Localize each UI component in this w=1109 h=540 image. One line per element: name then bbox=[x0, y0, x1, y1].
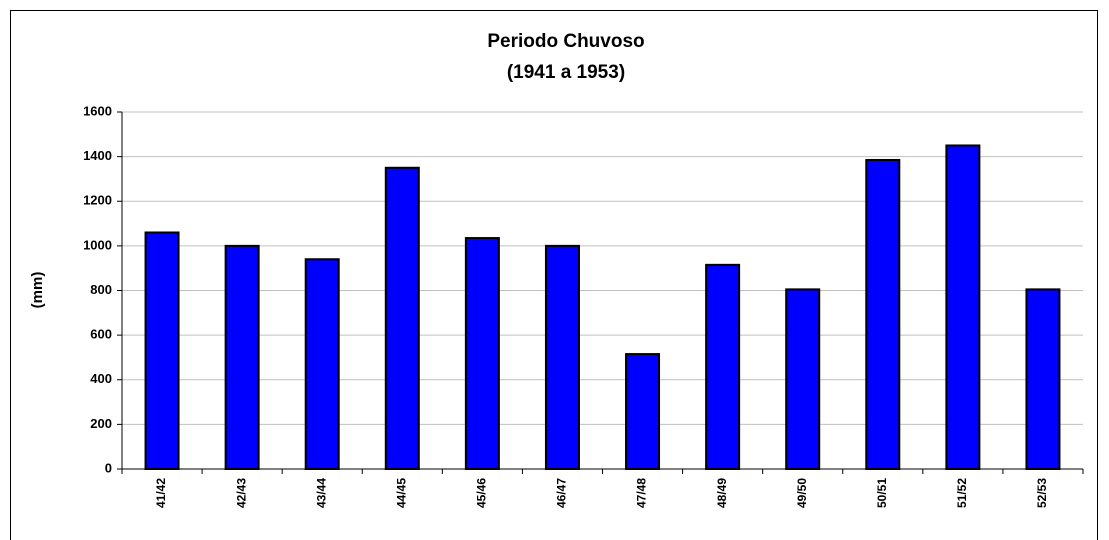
bar bbox=[1025, 288, 1061, 470]
chart-subtitle: (1941 a 1953) bbox=[507, 62, 625, 83]
x-tick-label: 50/51 bbox=[875, 478, 889, 508]
bar bbox=[224, 244, 260, 470]
chart-frame bbox=[10, 10, 1098, 540]
y-tick-label: 200 bbox=[90, 416, 112, 431]
bar bbox=[464, 237, 500, 470]
y-tick-label: 1200 bbox=[83, 193, 112, 208]
y-tick-label: 600 bbox=[90, 327, 112, 342]
x-tick-label: 46/47 bbox=[555, 478, 569, 508]
y-axis-label: (mm) bbox=[29, 272, 46, 309]
bar bbox=[705, 263, 741, 471]
y-tick-label: 0 bbox=[105, 460, 112, 475]
x-tick-label: 43/44 bbox=[314, 478, 328, 508]
y-tick-label: 800 bbox=[90, 282, 112, 297]
chart-title: Periodo Chuvoso bbox=[487, 31, 644, 52]
y-tick-label: 1000 bbox=[83, 237, 112, 252]
bar bbox=[144, 231, 180, 470]
x-tick-label: 42/43 bbox=[234, 478, 248, 508]
y-tick-label: 1600 bbox=[83, 103, 112, 118]
bar bbox=[544, 244, 580, 470]
bar bbox=[304, 258, 340, 471]
bar bbox=[945, 144, 981, 470]
bar bbox=[785, 288, 821, 470]
y-tick-label: 1400 bbox=[83, 148, 112, 163]
x-tick-label: 52/53 bbox=[1035, 478, 1049, 508]
bar bbox=[625, 353, 661, 471]
x-tick-label: 45/46 bbox=[475, 478, 489, 508]
x-tick-label: 41/42 bbox=[154, 478, 168, 508]
x-tick-label: 49/50 bbox=[795, 478, 809, 508]
y-tick-label: 400 bbox=[90, 371, 112, 386]
x-tick-label: 44/45 bbox=[394, 478, 408, 508]
bar bbox=[865, 158, 901, 471]
x-tick-label: 47/48 bbox=[635, 478, 649, 508]
x-tick-label: 48/49 bbox=[715, 478, 729, 508]
bar bbox=[384, 166, 420, 470]
x-tick-label: 51/52 bbox=[955, 478, 969, 508]
